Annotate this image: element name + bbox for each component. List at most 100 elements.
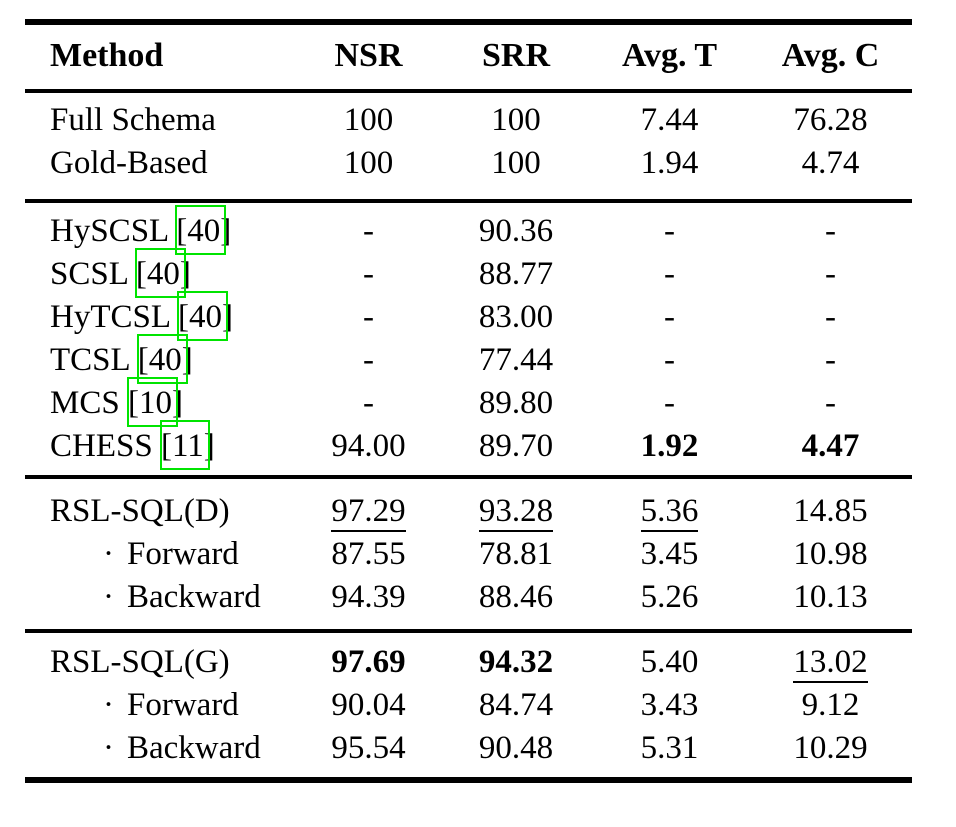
- value-cell: 90.48: [442, 727, 590, 780]
- column-header-method: Method: [50, 37, 164, 74]
- method-label: Forward: [127, 687, 239, 723]
- value-text: 94.39: [331, 579, 406, 615]
- table-row: SCSL [40] - 88.77 - -: [25, 248, 912, 298]
- value-text: -: [363, 213, 374, 249]
- value-cell: 94.39: [295, 576, 442, 631]
- table-row: · Forward 90.04 84.74 3.43 9.12: [25, 684, 912, 727]
- header-row: Method NSR SRR Avg. T Avg. C: [25, 22, 912, 91]
- value-text: 100: [343, 102, 394, 138]
- value-cell: 10.13: [749, 576, 912, 631]
- value-cell: -: [295, 382, 442, 425]
- citation-link[interactable]: [10]: [126, 377, 183, 427]
- value-cell: 90.36: [442, 201, 590, 253]
- value-cell: 7.44: [590, 91, 749, 142]
- citation-link[interactable]: [40]: [177, 291, 233, 341]
- method-cell: SCSL [40]: [25, 248, 295, 298]
- table-row: RSL-SQL(D) 97.29 93.28 5.36 14.85: [25, 477, 912, 533]
- value-cell: 100: [295, 142, 442, 201]
- value-text: -: [363, 299, 374, 335]
- value-cell: 100: [295, 91, 442, 142]
- value-text: 84.74: [478, 687, 554, 723]
- value-text: -: [825, 299, 836, 335]
- value-text: -: [664, 385, 675, 421]
- value-cell: -: [590, 382, 749, 425]
- citation-link-box: [159, 420, 210, 470]
- method-cell: RSL-SQL(D): [25, 477, 295, 533]
- citation-link[interactable]: [40]: [136, 334, 193, 384]
- value-text: 77.44: [478, 342, 554, 378]
- method-cell: Gold-Based: [25, 142, 295, 201]
- value-cell: -: [749, 339, 912, 382]
- value-text: -: [825, 342, 836, 378]
- value-cell: 5.31: [590, 727, 749, 780]
- section-rsl-sql-g: RSL-SQL(G) 97.69 94.32 5.40 13.02 · Forward 90.…: [25, 631, 912, 780]
- paper-page: Method NSR SRR Avg. T Avg. C Full Schema…: [0, 19, 956, 827]
- value-cell: -: [590, 201, 749, 253]
- citation-link[interactable]: [40]: [175, 205, 231, 255]
- method-cell: HySCSL [40]: [25, 201, 295, 255]
- value-text: 4.47: [801, 428, 860, 464]
- value-cell: 97.69: [295, 631, 442, 684]
- value-text: 3.43: [640, 687, 699, 723]
- value-text: 1.92: [640, 428, 699, 464]
- value-cell: 4.47: [749, 425, 912, 477]
- column-header-avg-t: Avg. T: [621, 37, 718, 74]
- value-text: 97.29: [331, 493, 406, 532]
- value-cell: 78.81: [442, 533, 590, 576]
- value-text: 88.46: [478, 579, 554, 615]
- value-text: 1.94: [640, 145, 699, 181]
- value-text: -: [363, 342, 374, 378]
- method-label: Backward: [127, 579, 261, 615]
- value-cell: -: [749, 253, 912, 296]
- value-cell: 77.44: [442, 339, 590, 382]
- method-cell: HyTCSL [40]: [25, 291, 295, 341]
- table-row: · Backward 95.54 90.48 5.31 10.29: [25, 727, 912, 780]
- value-cell: 88.46: [442, 576, 590, 631]
- value-text: -: [363, 385, 374, 421]
- value-text: 14.85: [793, 493, 868, 529]
- value-cell: 83.00: [442, 296, 590, 339]
- value-cell: 84.74: [442, 684, 590, 727]
- value-cell: 4.74: [749, 142, 912, 201]
- method-label: RSL-SQL(G): [50, 644, 230, 680]
- value-text: 5.36: [640, 493, 699, 532]
- method-cell: · Forward: [25, 533, 295, 576]
- value-text: -: [664, 342, 675, 378]
- value-text: 7.44: [640, 102, 699, 138]
- value-text: 5.31: [640, 730, 699, 766]
- value-text: 95.54: [331, 730, 406, 766]
- value-cell: -: [295, 339, 442, 382]
- value-cell: -: [749, 201, 912, 253]
- method-cell: · Backward: [25, 576, 295, 631]
- method-cell: MCS [10]: [25, 377, 295, 427]
- value-text: 100: [343, 145, 394, 181]
- bullet-icon: ·: [103, 687, 114, 723]
- value-cell: 89.80: [442, 382, 590, 425]
- citation-link[interactable]: [11]: [159, 420, 215, 470]
- method-label: RSL-SQL(D): [50, 493, 230, 529]
- section-oracle: Full Schema 100 100 7.44 76.28 Gold-Based 100 1…: [25, 91, 912, 201]
- value-text: 10.98: [793, 536, 868, 572]
- value-cell: 1.92: [590, 425, 749, 477]
- value-text: -: [664, 299, 675, 335]
- value-cell: 10.29: [749, 727, 912, 780]
- table-row: · Backward 94.39 88.46 5.26 10.13: [25, 576, 912, 631]
- table-row: Gold-Based 100 100 1.94 4.74: [25, 142, 912, 201]
- citation-link[interactable]: [40]: [134, 248, 191, 298]
- value-text: -: [664, 213, 675, 249]
- value-cell: 88.77: [442, 253, 590, 296]
- value-cell: 9.12: [749, 684, 912, 727]
- method-label: HySCSL: [50, 213, 168, 249]
- value-cell: -: [295, 253, 442, 296]
- value-text: 5.26: [640, 579, 699, 615]
- value-cell: 13.02: [749, 631, 912, 684]
- results-table: Method NSR SRR Avg. T Avg. C Full Schema…: [25, 19, 912, 783]
- value-cell: 90.04: [295, 684, 442, 727]
- table-row: MCS [10] - 89.80 - -: [25, 377, 912, 427]
- bullet-icon: ·: [103, 536, 114, 572]
- method-label: Backward: [127, 730, 261, 766]
- value-text: -: [825, 256, 836, 292]
- value-text: 78.81: [478, 536, 554, 572]
- value-text: 10.13: [793, 579, 868, 615]
- method-cell: RSL-SQL(G): [25, 631, 295, 684]
